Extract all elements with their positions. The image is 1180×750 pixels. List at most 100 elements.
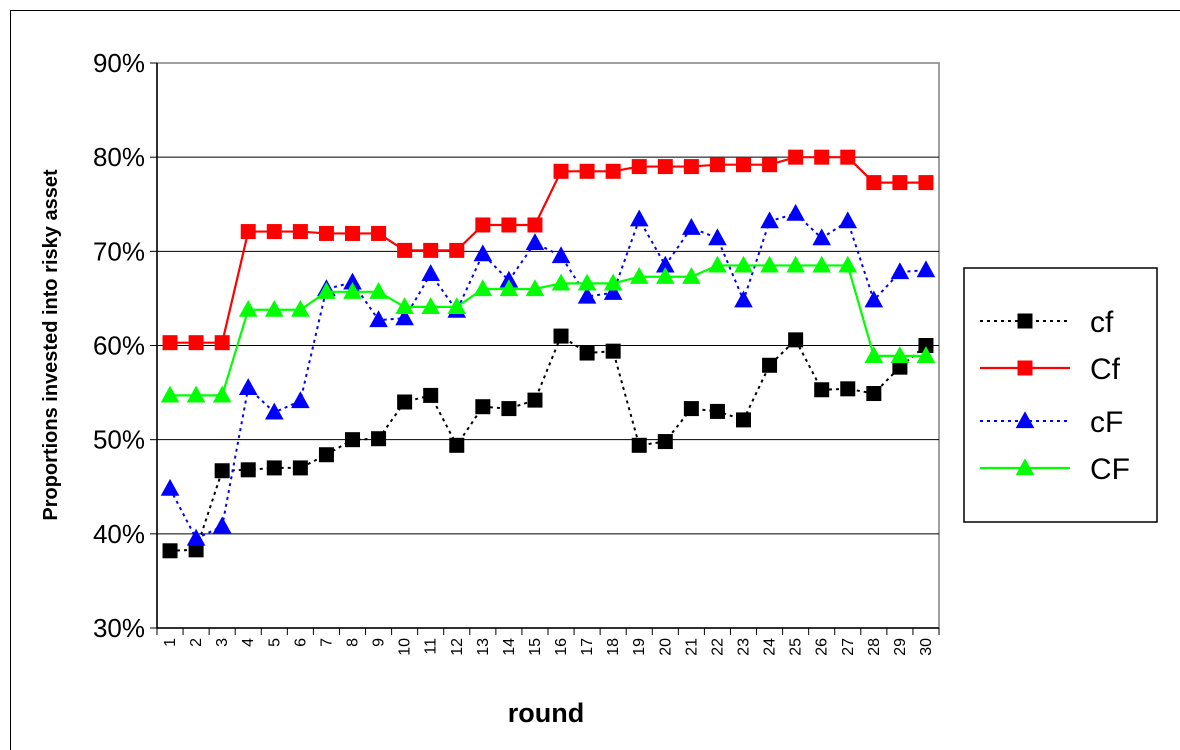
data-point-Cf — [188, 335, 204, 351]
x-tick-label: 9 — [371, 638, 388, 647]
data-point-CF — [186, 385, 206, 403]
data-point-Cf — [683, 159, 699, 175]
data-point-CF — [760, 255, 779, 273]
x-tick-label: 4 — [240, 638, 257, 647]
data-point-CF — [317, 282, 336, 299]
series-Cf — [162, 149, 934, 351]
data-point-CF — [916, 346, 936, 363]
data-point-cf — [527, 392, 543, 408]
data-point-CF — [343, 282, 362, 299]
legend-marker-Cf — [1017, 360, 1033, 376]
data-point-Cf — [918, 175, 934, 191]
data-point-CF — [629, 266, 649, 284]
legend: cf Cf cF CF — [963, 267, 1158, 523]
data-point-cf — [605, 343, 621, 359]
x-tick-label: 27 — [840, 638, 857, 656]
data-point-CF — [499, 279, 519, 297]
data-point-CF — [421, 297, 440, 314]
data-point-CF — [864, 346, 884, 363]
data-point-cF — [186, 528, 206, 546]
x-tick-label: 18 — [605, 638, 622, 656]
data-point-CF — [812, 255, 831, 273]
x-tick-label: 29 — [892, 638, 909, 656]
data-point-Cf — [892, 175, 908, 191]
data-point-cf — [683, 401, 699, 417]
data-point-cF — [786, 203, 805, 221]
data-point-cF — [682, 218, 701, 235]
x-tick-label: 1 — [162, 638, 179, 647]
data-point-CF — [395, 297, 414, 314]
data-point-Cf — [527, 217, 543, 233]
legend-label-cf: cf — [1090, 306, 1114, 339]
y-tick-label: 50% — [93, 425, 145, 455]
x-tick-label: 5 — [266, 638, 283, 647]
line-chart: 30%40%50%60%70%80%90% 1 2 3 4 5 6 7 8 9 10 11 12 13 1… — [40, 48, 1158, 728]
data-point-cf — [318, 447, 334, 463]
data-point-Cf — [397, 242, 413, 258]
data-point-Cf — [240, 224, 256, 240]
y-tick-label: 90% — [93, 48, 145, 78]
x-tick-label: 25 — [788, 638, 805, 656]
data-point-Cf — [840, 149, 856, 165]
data-point-cF — [629, 209, 649, 227]
data-point-Cf — [788, 149, 804, 165]
x-tick-label: 28 — [866, 638, 883, 656]
data-point-CF — [160, 385, 180, 403]
data-point-cF — [734, 290, 753, 308]
data-point-CF — [603, 273, 623, 291]
legend-label-cF: cF — [1090, 406, 1123, 439]
data-point-cf — [631, 437, 647, 453]
data-point-cf — [709, 403, 725, 419]
data-point-cf — [345, 432, 360, 448]
data-point-CF — [708, 255, 727, 273]
x-tick-label: 30 — [918, 638, 935, 656]
data-point-CF — [786, 255, 805, 273]
data-point-cf — [918, 338, 934, 353]
y-tick-label: 60% — [93, 331, 145, 361]
data-point-Cf — [866, 175, 882, 191]
data-point-cf — [266, 460, 282, 476]
data-point-CF — [890, 346, 910, 363]
data-point-Cf — [736, 157, 751, 173]
x-tick-label: 12 — [449, 638, 466, 656]
x-tick-label: 23 — [736, 638, 753, 656]
x-tick-label: 15 — [527, 638, 544, 656]
y-tick-label: 30% — [93, 613, 145, 643]
x-tick-label: 11 — [423, 638, 440, 655]
data-point-Cf — [214, 335, 230, 351]
data-point-cF — [395, 308, 414, 326]
data-point-cf — [657, 434, 673, 450]
data-point-cf — [762, 357, 778, 373]
data-point-CF — [682, 266, 701, 284]
data-point-CF — [734, 255, 753, 273]
data-point-cF — [265, 402, 284, 420]
x-tick-label: 7 — [318, 638, 335, 647]
data-point-CF — [212, 385, 232, 403]
data-point-cF — [421, 264, 440, 282]
data-point-cF — [916, 260, 936, 278]
data-point-cf — [892, 359, 908, 375]
data-point-cF — [499, 270, 519, 288]
data-point-cf — [866, 386, 882, 402]
data-point-Cf — [423, 242, 439, 258]
data-point-cF — [212, 516, 232, 534]
data-point-CF — [265, 299, 284, 317]
data-point-Cf — [266, 224, 282, 240]
x-tick-label: 22 — [709, 638, 726, 656]
series-layer — [160, 149, 936, 559]
data-point-cF — [160, 478, 180, 496]
series-cf — [162, 328, 934, 559]
data-point-Cf — [475, 217, 491, 233]
data-point-cf — [736, 412, 751, 428]
data-point-Cf — [501, 217, 517, 233]
x-axis-title: round — [508, 698, 584, 728]
data-point-cF — [838, 211, 858, 229]
x-tick-label: 26 — [814, 638, 831, 656]
y-tick-label: 40% — [93, 519, 145, 549]
data-point-cf — [475, 399, 491, 415]
x-tick-label: 10 — [397, 638, 414, 656]
data-point-cf — [397, 394, 413, 410]
data-point-CF — [551, 273, 571, 291]
legend-label-Cf: Cf — [1090, 353, 1121, 386]
x-tick-label: 21 — [683, 638, 700, 656]
